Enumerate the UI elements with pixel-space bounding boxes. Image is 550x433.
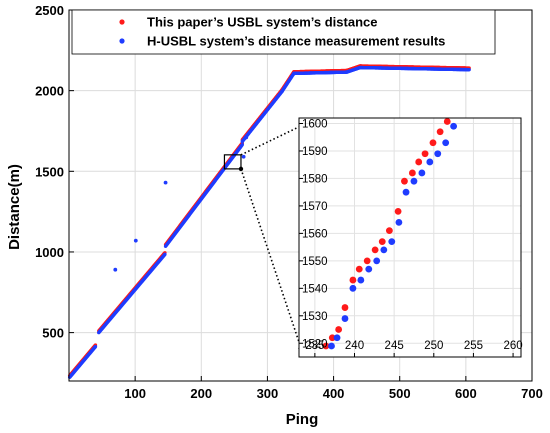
inset-red-point [408, 169, 416, 177]
inset-red-point [371, 246, 379, 254]
x-tick-label: 100 [124, 386, 146, 401]
inset-red-point [349, 276, 357, 284]
blue-data-point [240, 142, 244, 147]
legend-red-label: This paper’s USBL system’s distance [147, 15, 377, 30]
y-tick-label: 2000 [35, 84, 64, 99]
inset-blue-point [426, 158, 434, 166]
x-axis-label: Ping [286, 411, 319, 428]
inset-red-point [322, 342, 330, 350]
inset-blue-point [380, 246, 388, 254]
inset-red-point [421, 150, 429, 158]
blue-outlier-point [133, 238, 138, 243]
inset-blue-point [402, 188, 410, 196]
inset-blue-point [450, 122, 458, 130]
inset-blue-point [357, 276, 365, 284]
y-tick-label: 2500 [35, 3, 64, 18]
inset-x-tick-label: 245 [385, 340, 404, 352]
inset-red-point [385, 227, 393, 235]
x-tick-label: 500 [389, 386, 411, 401]
inset-series [322, 118, 458, 350]
legend: This paper’s USBL system’s distance H-US… [71, 9, 496, 55]
inset-red-point [341, 304, 349, 311]
x-tick-label: 300 [257, 386, 279, 401]
inset-blue-point [373, 257, 381, 265]
inset-grid [299, 118, 521, 357]
inset-x-tick-label: 260 [503, 340, 522, 352]
inset-y-tick-label: 1590 [302, 146, 328, 158]
inset-y-tick-label: 1520 [302, 338, 328, 350]
inset-blue-point [333, 334, 341, 342]
inset-blue-point [365, 265, 373, 273]
inset-blue-point [410, 177, 418, 185]
inset-background [299, 118, 521, 357]
blue-data-point [93, 344, 98, 349]
inset-red-point [363, 257, 371, 265]
blue-outlier-point [163, 180, 168, 185]
inset-y-tick-label: 1570 [302, 201, 328, 213]
blue-outlier-point [241, 154, 246, 159]
inset-y-tick-label: 1530 [302, 311, 328, 323]
inset-y-tick-label: 1600 [302, 118, 328, 130]
inset-y-tick-label: 1560 [302, 228, 328, 240]
inset-frame [298, 117, 522, 358]
inset-y-tick-label: 1580 [302, 173, 328, 185]
inset-red-point [335, 326, 343, 333]
x-tick-label: 600 [455, 386, 477, 401]
inset-red-point [378, 238, 386, 246]
inset-x-tick-label: 255 [464, 340, 483, 352]
inset-blue-point [388, 238, 396, 246]
inset-blue-point [395, 218, 403, 226]
inset-blue-point [418, 169, 426, 177]
inset-x-tick-label: 235 [305, 340, 324, 352]
inset-blue-point [442, 139, 450, 147]
legend-red-marker [119, 19, 125, 25]
x-tick-label: 700 [521, 386, 543, 401]
inset-red-point [443, 118, 451, 125]
inset-x-tick-label: 240 [345, 340, 364, 352]
inset-blue-point [341, 315, 349, 322]
blue-data-point [467, 67, 471, 72]
inset-plot: 235 240 245 250 255 260 1520 1530 1540 1550 1560 15… [298, 117, 523, 358]
inset-y-tick-label: 1540 [302, 283, 328, 295]
inset-red-point [394, 208, 402, 215]
zoom-annotation [223, 122, 307, 355]
inset-blue-point [328, 342, 335, 350]
legend-blue-label: H-USBL system’s distance measurement res… [147, 34, 445, 49]
blue-outlier-point [113, 267, 118, 272]
legend-blue-marker [119, 38, 125, 44]
y-tick-label: 1000 [35, 245, 64, 260]
x-tick-label: 200 [190, 386, 212, 401]
main-ticks: 100 200 300 400 500 600 700 500 1000 1500 2000 2500 [35, 3, 543, 401]
inset-ticks: 235 240 245 250 255 260 1520 1530 1540 1550 1560 15… [299, 118, 523, 357]
x-tick-label: 400 [323, 386, 345, 401]
inset-y-tick-label: 1550 [302, 256, 328, 268]
inset-red-point [401, 177, 408, 185]
inset-red-point [328, 334, 336, 342]
blue-data-point [163, 252, 167, 257]
y-tick-label: 1500 [35, 164, 64, 179]
inset-red-point [355, 265, 363, 273]
inset-red-point [436, 128, 444, 136]
inset-x-tick-label: 250 [424, 340, 443, 352]
inset-blue-point [349, 284, 357, 292]
zoom-connector-bottom [240, 168, 303, 352]
inset-blue-point [434, 150, 442, 158]
inset-red-point [415, 158, 423, 166]
y-axis-label: Distance(m) [6, 164, 23, 250]
main-series [67, 64, 471, 379]
y-tick-label: 500 [42, 326, 64, 341]
blue-outlier-point [244, 135, 249, 140]
legend-box [71, 9, 496, 55]
inset-red-point [429, 139, 437, 147]
zoom-box [223, 154, 242, 170]
